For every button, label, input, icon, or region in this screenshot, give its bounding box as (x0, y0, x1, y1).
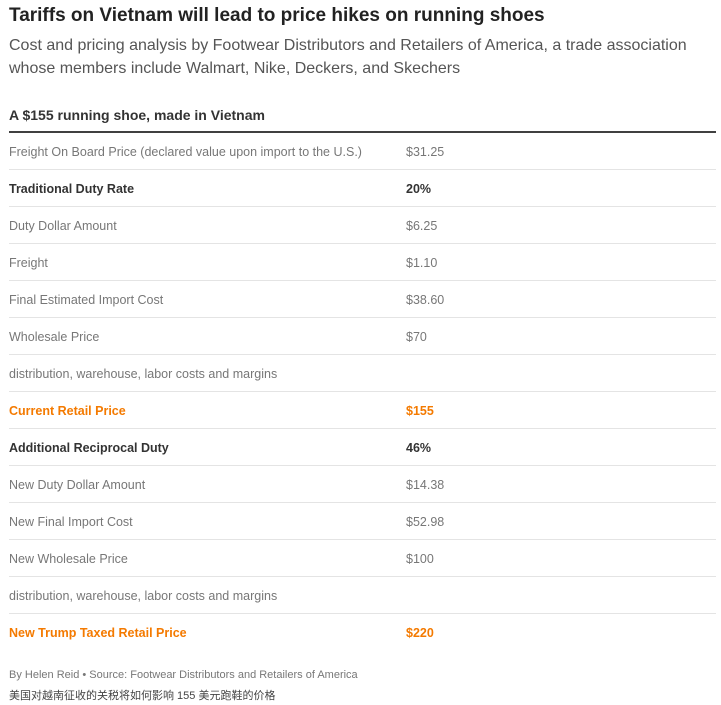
table-row: Wholesale Price $70 (9, 318, 716, 355)
row-value: 46% (406, 441, 432, 455)
table-row: Current Retail Price $155 (9, 392, 716, 429)
table-row: New Duty Dollar Amount $14.38 (9, 466, 716, 503)
row-label: Duty Dollar Amount (9, 219, 117, 233)
table-row: Duty Dollar Amount $6.25 (9, 207, 716, 244)
row-label: Wholesale Price (9, 330, 100, 344)
subheadline: Cost and pricing analysis by Footwear Di… (9, 37, 687, 77)
row-value: $6.25 (406, 219, 438, 233)
table-row: New Wholesale Price $100 (9, 540, 716, 577)
row-label: Freight On Board Price (declared value u… (9, 145, 362, 159)
row-value: $38.60 (406, 293, 445, 307)
table-row: Final Estimated Import Cost $38.60 (9, 281, 716, 318)
row-value: 20% (406, 182, 432, 196)
pricing-table: Freight On Board Price (declared value u… (9, 133, 716, 650)
row-label: New Duty Dollar Amount (9, 478, 146, 492)
row-label: Freight (9, 256, 48, 270)
row-label: distribution, warehouse, labor costs and… (9, 367, 278, 381)
row-value: $1.10 (406, 256, 438, 270)
row-value: $52.98 (406, 515, 445, 529)
row-value: $100 (406, 552, 434, 566)
source-credit: By Helen Reid • Source: Footwear Distrib… (9, 669, 358, 681)
chinese-caption: 美国对越南征收的关税将如何影响 155 美元跑鞋的价格 (9, 690, 276, 702)
row-value: $155 (406, 404, 434, 418)
row-label: Final Estimated Import Cost (9, 293, 164, 307)
row-label: Current Retail Price (9, 404, 126, 418)
table-row: distribution, warehouse, labor costs and… (9, 577, 716, 614)
row-label: Traditional Duty Rate (9, 182, 135, 196)
table-row: distribution, warehouse, labor costs and… (9, 355, 716, 392)
row-value: $70 (406, 330, 427, 344)
row-label: Additional Reciprocal Duty (9, 441, 169, 455)
table-header-rule (9, 131, 716, 133)
table-row: Traditional Duty Rate 20% (9, 170, 716, 207)
table-row: Freight $1.10 (9, 244, 716, 281)
row-value: $14.38 (406, 478, 445, 492)
row-label: New Wholesale Price (9, 552, 128, 566)
table-row: New Trump Taxed Retail Price $220 (9, 614, 716, 650)
row-value: $220 (406, 626, 434, 640)
row-label: New Trump Taxed Retail Price (9, 626, 187, 640)
row-label: distribution, warehouse, labor costs and… (9, 589, 278, 603)
headline: Tariffs on Vietnam will lead to price hi… (9, 5, 545, 26)
table-row: New Final Import Cost $52.98 (9, 503, 716, 540)
row-label: New Final Import Cost (9, 515, 133, 529)
table-row: Additional Reciprocal Duty 46% (9, 429, 716, 466)
row-value: $31.25 (406, 145, 445, 159)
table-title: A $155 running shoe, made in Vietnam (9, 107, 265, 123)
table-row: Freight On Board Price (declared value u… (9, 133, 716, 170)
